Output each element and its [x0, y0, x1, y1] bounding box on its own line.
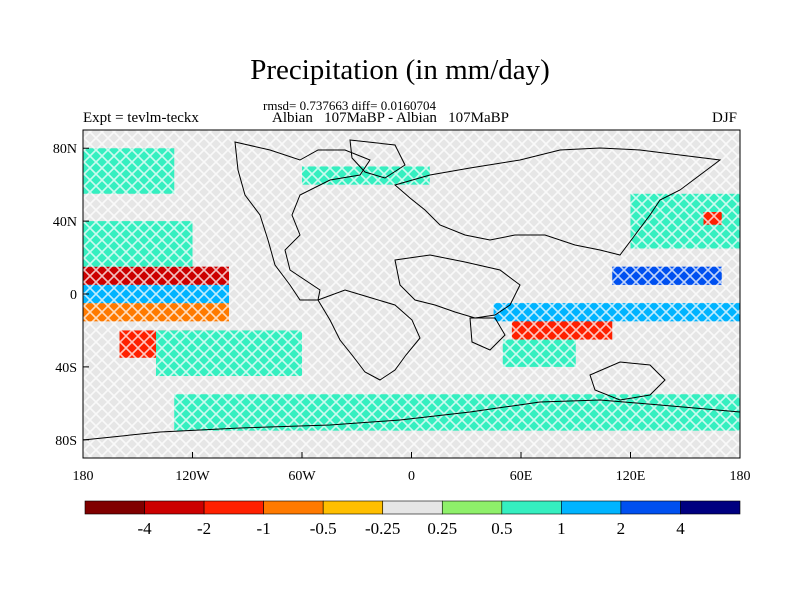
coastline-south-america: [317, 289, 421, 381]
colorbar-label: -1: [257, 519, 271, 538]
colorbar-swatch: [203, 500, 264, 515]
colorbar-swatch: [561, 500, 622, 515]
colorbar-label: 0.25: [427, 519, 457, 538]
colorbar-swatch: [382, 500, 443, 515]
colorbar-label: -0.5: [310, 519, 337, 538]
colorbar-swatch: [322, 500, 384, 515]
experiment-label: Expt = tevlm-teckx: [83, 110, 199, 126]
colorbar-swatch: [441, 500, 503, 515]
x-tick-label: 120E: [616, 469, 646, 484]
colorbar-swatch: [84, 500, 145, 515]
coastline-india: [469, 317, 506, 351]
x-tick-label: 180: [73, 469, 94, 484]
coastline-africa: [394, 254, 521, 319]
y-tick-label: 80S: [55, 434, 77, 449]
x-tick-label: 60W: [288, 469, 316, 484]
colorbar-swatch: [680, 500, 741, 515]
colorbar-label: -2: [197, 519, 211, 538]
y-tick-label: 80N: [53, 142, 77, 157]
coastline-eurasia: [393, 147, 722, 256]
y-tick-label: 40N: [53, 215, 77, 230]
chart-title: Precipitation (in mm/day): [250, 54, 550, 86]
axis-ticks: 180 120W 60W 0 60E 120E 180 80N 40N 0 40S 80S: [53, 142, 751, 484]
coastline-greenland: [349, 139, 406, 179]
x-tick-label: 0: [408, 469, 415, 484]
colorbar: -4 -2 -1 -0.5 -0.25 0.25 0.5 1 2 4: [84, 500, 741, 538]
y-tick-label: 40S: [55, 361, 77, 376]
x-tick-label: 180: [730, 469, 751, 484]
colorbar-label: 0.5: [491, 519, 512, 538]
stats-label: rmsd= 0.737663 diff= 0.0160704: [263, 98, 436, 113]
colorbar-label: 2: [617, 519, 626, 538]
colorbar-label: 1: [557, 519, 566, 538]
coastline-north-america: [234, 141, 371, 301]
x-tick-label: 120W: [175, 469, 210, 484]
x-tick-label: 60E: [510, 469, 533, 484]
hatch-overlay: [83, 130, 740, 458]
y-tick-label: 0: [70, 288, 77, 303]
colorbar-label: -0.25: [365, 519, 400, 538]
colorbar-swatch: [144, 500, 205, 515]
season-label: DJF: [712, 110, 738, 126]
coastline-antarctica-east: [589, 361, 666, 401]
colorbar-swatch: [263, 500, 324, 515]
period-label: Albian 107MaBP - Albian 107MaBP: [272, 110, 509, 126]
colorbar-label: -4: [137, 519, 152, 538]
coastline-antarctica: [83, 399, 740, 441]
colorbar-swatch: [620, 500, 681, 515]
coastlines: [83, 139, 740, 441]
colorbar-swatch: [501, 500, 562, 515]
colorbar-label: 4: [676, 519, 685, 538]
